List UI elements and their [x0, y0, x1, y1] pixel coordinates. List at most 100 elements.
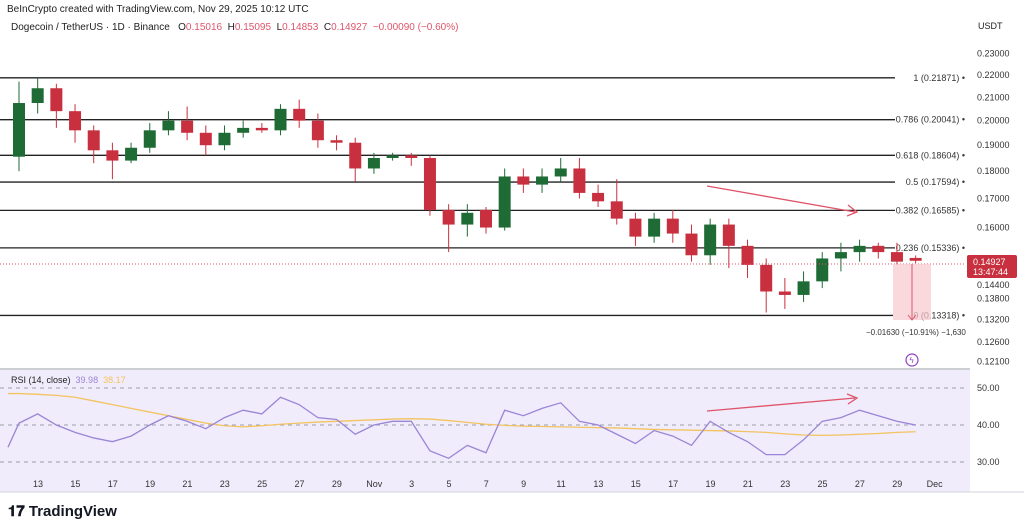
candle-body	[311, 120, 324, 141]
candle-body	[461, 212, 474, 225]
low-value: 0.14853	[282, 22, 319, 33]
time-axis-tick: 15	[70, 479, 80, 489]
candle-body	[498, 176, 511, 228]
price-axis-tick: 0.20000	[977, 116, 1010, 126]
candle-body	[890, 252, 903, 262]
time-axis-tick: 13	[593, 479, 603, 489]
candle-body	[106, 150, 119, 161]
time-axis-tick: 29	[332, 479, 342, 489]
candle-body	[760, 264, 773, 292]
price-axis-tick: 0.21000	[977, 92, 1010, 102]
candle-body	[648, 218, 661, 237]
candle-body	[666, 218, 679, 234]
candle-body	[722, 224, 735, 246]
candle-body	[13, 103, 25, 157]
time-axis-tick: 21	[182, 479, 192, 489]
candle-body	[69, 111, 82, 131]
rsi-value: 39.98	[75, 375, 99, 385]
candle-body	[349, 142, 362, 169]
rsi-label: RSI (14, close)	[11, 375, 71, 385]
candle-body	[143, 130, 156, 148]
candle-body	[816, 258, 829, 282]
fib-level-label: 0.382 (0.16585) •	[896, 205, 965, 215]
candle-body	[704, 224, 717, 256]
measure-label: −0.01630 (−10.91%) −1,630	[866, 328, 966, 337]
candle-body	[274, 108, 287, 131]
high-label: H	[227, 22, 235, 33]
rsi-line	[7, 396, 916, 460]
time-axis-tick: 5	[446, 479, 451, 489]
price-axis-tick: 0.22000	[977, 70, 1010, 80]
price-axis-tick: 0.19000	[977, 140, 1010, 150]
time-axis-tick: 13	[33, 479, 43, 489]
candle-body	[797, 281, 810, 295]
price-axis-tick: 0.12600	[977, 337, 1010, 347]
last-price-tag	[967, 255, 1017, 278]
candle-body	[386, 155, 399, 158]
time-axis-tick: 27	[855, 479, 865, 489]
price-axis-tick: 0.13800	[977, 293, 1010, 303]
candle-body	[162, 120, 175, 131]
rsi-trend-arrow	[706, 397, 856, 412]
time-axis-tick: 17	[668, 479, 678, 489]
close-value: 0.14927	[331, 22, 368, 33]
low-label: L	[276, 22, 283, 33]
open-label: O	[178, 22, 186, 33]
candle-body	[610, 201, 623, 219]
candle-body	[480, 209, 492, 228]
chart-credit: BeInCrypto created with TradingView.com,…	[7, 4, 309, 15]
lightning-glyph: ϟ	[910, 356, 915, 365]
bar-countdown: 13:47:44	[973, 267, 1008, 277]
fib-level-label: 1 (0.21871) •	[913, 73, 965, 83]
time-axis-tick: 23	[220, 479, 230, 489]
candle-body	[405, 155, 418, 158]
candle-body	[423, 157, 436, 210]
open-value: 0.15016	[185, 22, 223, 33]
lightning-event-icon[interactable]	[905, 353, 919, 367]
fib-level-label: 0.5 (0.17594) •	[906, 177, 965, 187]
last-price-value: 0.14927	[973, 257, 1006, 267]
rsi-pane-background	[0, 370, 970, 492]
change-value: −0.00090 (−0.60%)	[372, 22, 459, 33]
candle-body	[554, 168, 567, 177]
fib-level-label: 0.618 (0.18604) •	[896, 150, 965, 160]
time-axis-tick: 25	[818, 479, 828, 489]
candle-body	[87, 130, 100, 151]
candle-body	[181, 120, 194, 133]
symbol-name[interactable]: Dogecoin / TetherUS · 1D · Binance	[11, 22, 170, 33]
currency-label[interactable]: USDT	[978, 21, 1003, 31]
candle-body	[50, 88, 63, 112]
price-axis-tick: 0.23000	[977, 49, 1010, 59]
fib-level-label: 0.786 (0.20041) •	[896, 115, 965, 125]
time-axis-tick: 7	[484, 479, 489, 489]
candle-body	[125, 147, 138, 161]
high-value: 0.15095	[234, 22, 272, 33]
rsi-legend[interactable]: RSI (14, close) 39.98 38.17	[11, 375, 126, 385]
time-axis-tick: 3	[409, 479, 414, 489]
rsi-trend-arrow-head	[846, 393, 859, 405]
time-axis-tick: 17	[108, 479, 118, 489]
candle-body	[573, 168, 586, 193]
time-axis-tick: 19	[705, 479, 715, 489]
candle-body	[853, 245, 866, 253]
tradingview-logo[interactable]: 𝟏𝟕 TradingView	[8, 503, 117, 520]
rsi-axis-tick: 30.00	[977, 457, 1000, 467]
time-axis-tick: 23	[780, 479, 790, 489]
candle-body	[517, 176, 530, 185]
time-axis-tick: 11	[556, 479, 565, 489]
price-axis-tick: 0.18000	[977, 166, 1010, 176]
candle-body	[31, 88, 44, 104]
candle-body	[592, 192, 605, 202]
rsi-ma-value: 38.17	[103, 375, 126, 385]
time-axis-tick: Dec	[927, 479, 944, 489]
close-label: C	[323, 22, 332, 33]
price-axis-tick: 0.17000	[977, 194, 1010, 204]
price-axis-tick: 0.12100	[977, 356, 1010, 366]
candle-body	[872, 245, 885, 253]
time-axis-tick: 15	[631, 479, 641, 489]
candle-body	[199, 132, 212, 146]
candle-body	[909, 257, 922, 261]
price-axis-tick: 0.13200	[977, 315, 1010, 325]
time-axis-tick: 19	[145, 479, 155, 489]
